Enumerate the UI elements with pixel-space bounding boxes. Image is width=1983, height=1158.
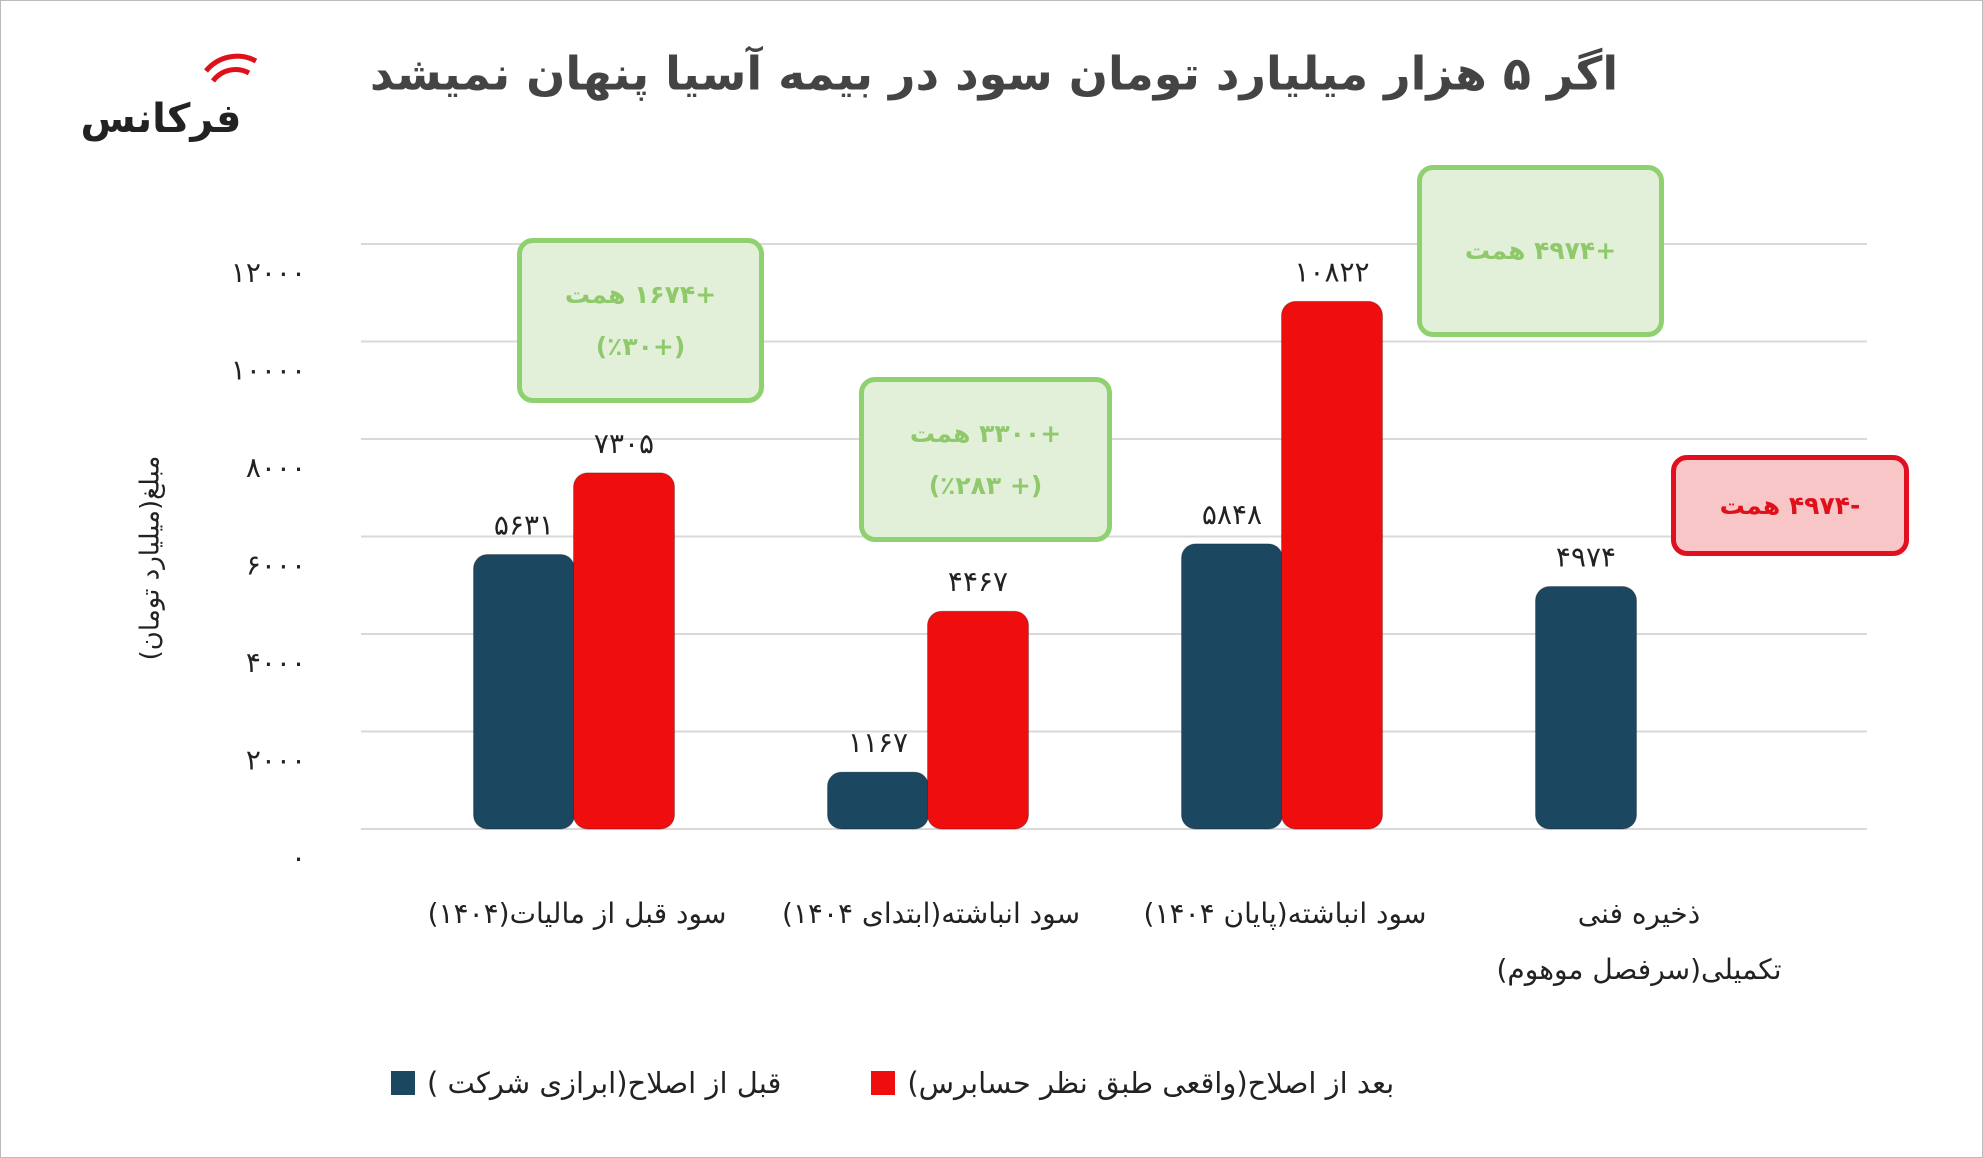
legend-item: بعد از اصلاح(واقعی طبق نظر حسابرس) <box>871 1066 1394 1100</box>
annotation-text: -۴۹۷۴ همت <box>1719 490 1861 520</box>
x-tick-label: سود انباشته(پایان ۱۴۰۴) <box>1143 897 1427 930</box>
y-tick-label: ۰ <box>291 841 306 874</box>
annotation-text: (+ ٪۲۸۳) <box>928 470 1043 500</box>
y-axis-label: مبلغ(میلیارد تومان) <box>136 456 166 661</box>
annotation-box: +۳۳۰۰ همت (+ ٪۲۸۳) <box>859 377 1112 542</box>
annotation-text: +۳۳۰۰ همت <box>909 418 1062 448</box>
annotation-text: (+٪۳۰) <box>595 331 686 361</box>
chart-title: اگر ۵ هزار میلیارد تومان سود در بیمه آسی… <box>370 46 1618 102</box>
annotation-box: +۴۹۷۴ همت <box>1417 165 1664 337</box>
legend-label: بعد از اصلاح(واقعی طبق نظر حسابرس) <box>907 1066 1395 1100</box>
bar <box>573 472 675 830</box>
y-tick-label: ۱۰۰۰۰ <box>231 354 306 387</box>
bar <box>1181 543 1283 830</box>
y-tick-label: ۱۲۰۰۰ <box>231 256 306 289</box>
bar <box>827 771 929 830</box>
legend-label: قبل از اصلاح(ابرازی شرکت ) <box>427 1066 782 1100</box>
annotation-text: +۱۶۷۴ همت <box>564 279 717 309</box>
annotation-box: +۱۶۷۴ همت (+٪۳۰) <box>517 238 764 403</box>
bar <box>1535 586 1637 830</box>
legend: قبل از اصلاح(ابرازی شرکت ) بعد از اصلاح(و… <box>391 1066 1394 1100</box>
bar <box>473 553 575 830</box>
y-tick-label: ۲۰۰۰ <box>246 744 306 777</box>
legend-item: قبل از اصلاح(ابرازی شرکت ) <box>391 1066 781 1100</box>
x-tick-label: سود قبل از مالیات(۱۴۰۴) <box>427 897 727 930</box>
value-label: ۱۱۶۷ <box>848 726 908 759</box>
y-tick-label: ۴۰۰۰ <box>246 646 306 679</box>
x-tick-label: سود انباشته(ابتدای ۱۴۰۴) <box>781 897 1081 930</box>
bar <box>927 610 1029 830</box>
x-tick-label: ذخیره فنی تکمیلی(سرفصل موهوم) <box>1496 897 1782 986</box>
legend-swatch <box>871 1071 896 1095</box>
y-tick-label: ۶۰۰۰ <box>246 549 306 582</box>
value-label: ۱۰۸۲۲ <box>1294 255 1369 288</box>
value-label: ۵۸۴۸ <box>1202 498 1262 531</box>
value-label: ۷۳۰۵ <box>594 427 654 460</box>
annotation-text: +۴۹۷۴ همت <box>1464 236 1617 265</box>
bar <box>1281 300 1383 830</box>
y-tick-label: ۸۰۰۰ <box>246 451 306 484</box>
value-label: ۴۹۷۴ <box>1556 541 1616 574</box>
annotation-box: -۴۹۷۴ همت <box>1671 455 1909 556</box>
value-label: ۴۴۶۷ <box>948 565 1008 598</box>
logo-icon <box>204 53 258 83</box>
logo: فرکانس <box>81 96 242 142</box>
legend-swatch <box>391 1071 415 1095</box>
value-label: ۵۶۳۱ <box>494 508 554 541</box>
